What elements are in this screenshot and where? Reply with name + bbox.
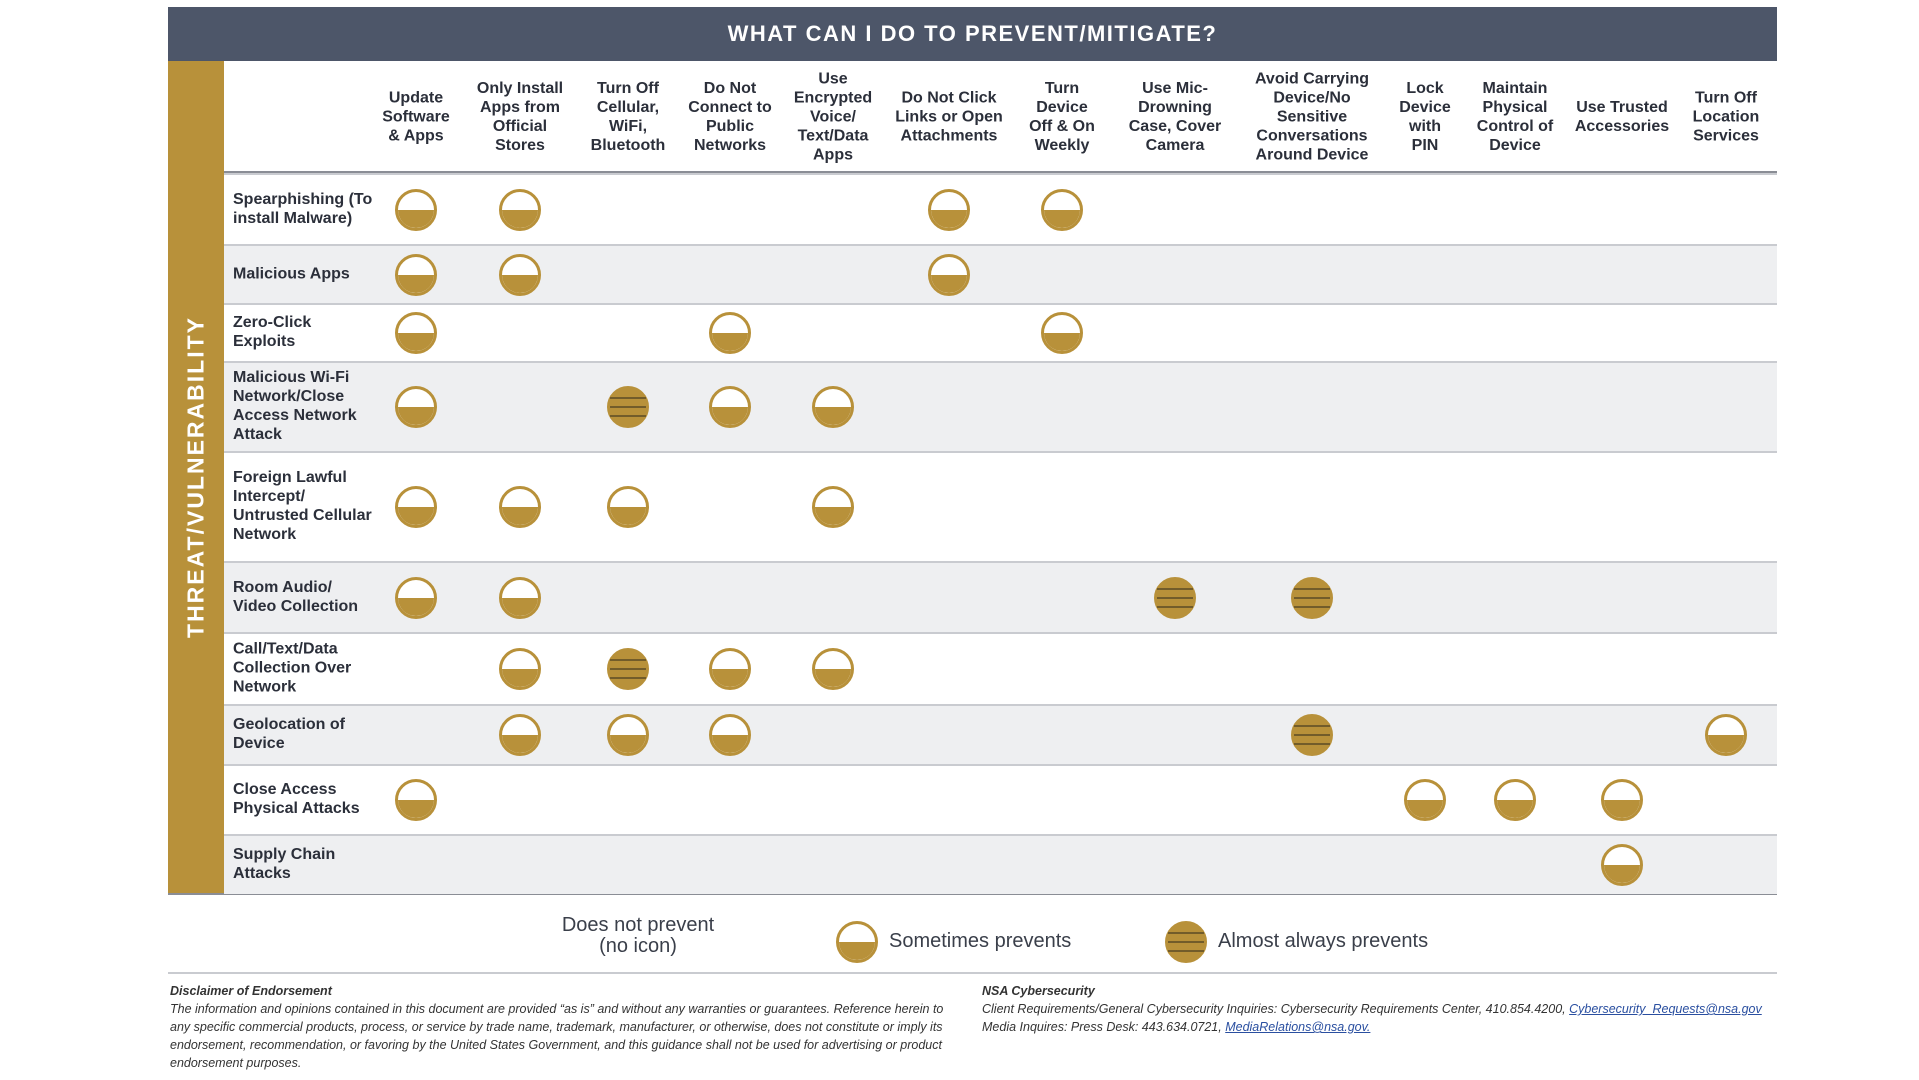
header-title: WHAT CAN I DO TO PREVENT/MITIGATE?	[168, 7, 1777, 61]
sometimes-icon	[499, 576, 541, 619]
almost-always-icon	[1291, 714, 1333, 756]
column-header: Turn Off Location Services	[1692, 89, 1760, 145]
sometimes-icon	[709, 312, 751, 354]
legend-label: Sometimes prevents	[889, 930, 1072, 952]
table-row	[224, 764, 1777, 834]
almost-always-icon	[607, 386, 649, 428]
legend-label: Almost always prevents	[1218, 930, 1429, 952]
sometimes-icon	[1705, 714, 1747, 756]
sometimes-icon	[395, 486, 437, 528]
sometimes-icon	[1494, 779, 1536, 821]
sometimes-icon	[1601, 844, 1643, 886]
sometimes-icon	[812, 648, 854, 690]
almost-always-icon	[1291, 576, 1333, 619]
column-header: Use Encrypted Voice/ Text/Data Apps	[793, 70, 873, 164]
sometimes-icon	[499, 648, 541, 690]
sometimes-icon	[395, 386, 437, 428]
row-label: Supply Chain Attacks	[233, 846, 336, 882]
table-row	[224, 173, 1777, 244]
sometimes-icon	[607, 714, 649, 756]
sometimes-icon	[709, 714, 751, 756]
sometimes-icon	[1601, 779, 1643, 821]
disclaimer-title: Disclaimer of Endorsement	[170, 984, 332, 998]
row-label: Malicious Wi-Fi Network/Close Access Net…	[233, 369, 357, 443]
column-header: Use Mic-Drowning Case, Cover Camera	[1128, 80, 1222, 154]
column-header: Only Install Apps from Official Stores	[476, 80, 564, 154]
sometimes-icon	[607, 486, 649, 528]
almost-always-icon	[607, 648, 649, 690]
column-header: Turn Device Off & On Weekly	[1029, 80, 1095, 154]
legend-rule	[168, 972, 1777, 974]
almost-always-icon	[1165, 921, 1207, 963]
column-header: Turn Off Cellular, WiFi, Bluetooth	[590, 80, 666, 154]
sometimes-icon	[395, 779, 437, 821]
almost-always-icon	[1154, 576, 1196, 619]
row-label: Call/Text/Data Collection Over Network	[233, 640, 352, 696]
side-label: THREAT/VULNERABILITY	[182, 316, 209, 638]
row-label: Room Audio/ Video Collection	[233, 578, 359, 615]
contact-line: Media Inquires: Press Desk: 443.634.0721…	[982, 1020, 1222, 1034]
row-label: Malicious Apps	[233, 265, 350, 282]
email-link[interactable]: Cybersecurity_Requests@nsa.gov	[1569, 1002, 1762, 1016]
column-header: Maintain Physical Control of Device	[1476, 80, 1554, 154]
table-row	[224, 244, 1777, 303]
column-header: Use Trusted Accessories	[1574, 99, 1670, 135]
row-label: Close Access Physical Attacks	[233, 781, 360, 817]
disclaimer: Disclaimer of Endorsement The informatio…	[170, 982, 960, 1072]
table-row	[224, 303, 1777, 361]
sometimes-icon	[836, 921, 878, 963]
sometimes-icon	[395, 188, 437, 231]
sometimes-icon	[1404, 779, 1446, 821]
row-label: Spearphishing (To install Malware)	[233, 190, 373, 227]
sometimes-icon	[395, 576, 437, 619]
sometimes-icon	[812, 386, 854, 428]
sometimes-icon	[395, 312, 437, 354]
table-row	[224, 451, 1777, 561]
column-header: Lock Device with PIN	[1399, 80, 1451, 154]
column-header: Update Software & Apps	[382, 89, 450, 145]
sometimes-icon	[499, 253, 541, 296]
contact: NSA Cybersecurity Client Requirements/Ge…	[982, 982, 1912, 1036]
table-row	[224, 361, 1777, 451]
row-label: Geolocation of Device	[233, 716, 345, 752]
sometimes-icon	[1041, 312, 1083, 354]
sometimes-icon	[928, 188, 970, 231]
disclaimer-text: The information and opinions contained i…	[170, 1002, 944, 1070]
table-rule	[168, 893, 1777, 895]
header-rule	[224, 171, 1777, 173]
sometimes-icon	[499, 714, 541, 756]
row-label: Foreign Lawful Intercept/ Untrusted Cell…	[233, 469, 372, 543]
table-row	[224, 704, 1777, 764]
sometimes-icon	[395, 253, 437, 296]
sometimes-icon	[812, 486, 854, 528]
table-row	[224, 834, 1777, 894]
contact-title: NSA Cybersecurity	[982, 984, 1095, 998]
contact-line: Client Requirements/General Cybersecurit…	[982, 1002, 1566, 1016]
column-header: Do Not Click Links or Open Attachments	[895, 89, 1003, 145]
sometimes-icon	[499, 188, 541, 231]
sometimes-icon	[709, 648, 751, 690]
row-label: Zero-Click Exploits	[233, 314, 312, 350]
side-bar: THREAT/VULNERABILITY	[168, 61, 224, 894]
legend-label: Does not prevent (no icon)	[561, 914, 715, 957]
email-link[interactable]: MediaRelations@nsa.gov.	[1225, 1020, 1371, 1034]
table-row	[224, 632, 1777, 704]
column-header: Do Not Connect to Public Networks	[688, 80, 772, 154]
column-header: Avoid Carrying Device/No Sensitive Conve…	[1254, 70, 1370, 164]
sometimes-icon	[709, 386, 751, 428]
table-row	[224, 561, 1777, 632]
sometimes-icon	[1041, 188, 1083, 231]
sometimes-icon	[499, 486, 541, 528]
sometimes-icon	[928, 253, 970, 296]
